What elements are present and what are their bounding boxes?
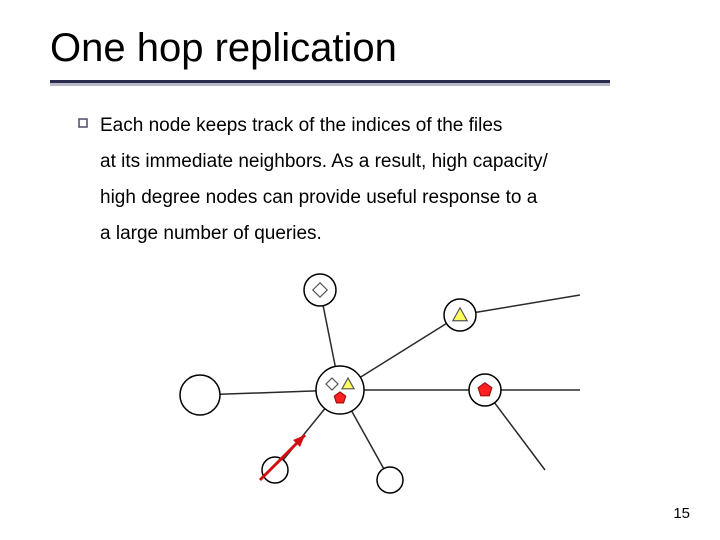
title-underline-light: [50, 83, 610, 86]
page-number: 15: [673, 505, 690, 522]
body-line-2: at its immediate neighbors. As a result,…: [100, 144, 640, 180]
body-line-1: Each node keeps track of the indices of …: [100, 108, 640, 144]
network-diagram: [140, 270, 580, 500]
bullet-icon: [78, 118, 88, 128]
slide-title: One hop replication: [50, 26, 397, 71]
body-line-4: a large number of queries.: [100, 216, 640, 252]
body-text: Each node keeps track of the indices of …: [100, 108, 640, 252]
body-line-3: high degree nodes can provide useful res…: [100, 180, 640, 216]
